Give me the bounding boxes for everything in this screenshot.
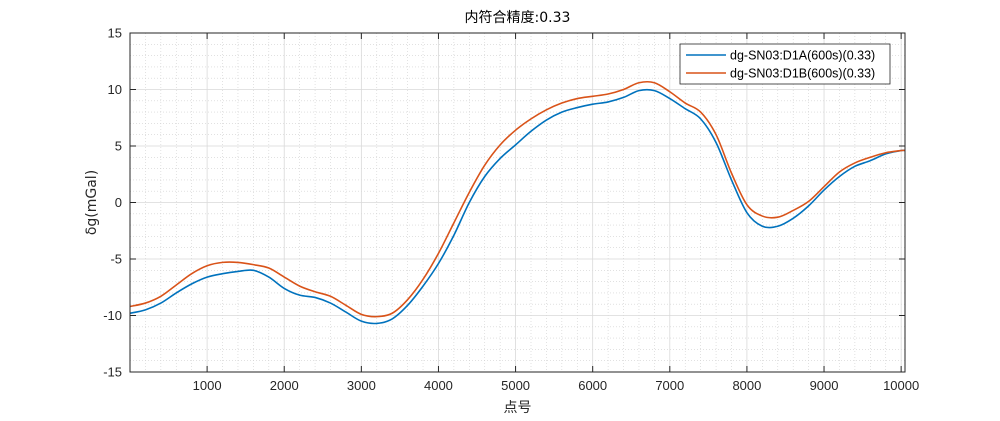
legend-label-d1a: dg-SN03:D1A(600s)(0.33) <box>730 49 875 63</box>
legend-box <box>679 43 891 85</box>
x-tick-label: 3000 <box>347 378 376 393</box>
series-line-d1b <box>129 80 906 318</box>
x-tick-label: 6000 <box>578 378 607 393</box>
x-axis-label: 点号 <box>504 400 532 416</box>
x-tick-label: 5000 <box>501 378 530 393</box>
y-tick-label: 5 <box>115 139 122 154</box>
series-line-d1a <box>129 88 906 325</box>
series-layer <box>129 80 906 325</box>
x-tick-label: 8000 <box>732 378 761 393</box>
chart-title: 内符合精度:0.33 <box>465 10 571 26</box>
legend: dg-SN03:D1A(600s)(0.33) dg-SN03:D1B(600s… <box>679 43 891 85</box>
x-tick-label: 10000 <box>883 378 919 393</box>
y-tick-label: -15 <box>103 365 122 380</box>
y-tick-label: 0 <box>115 195 122 210</box>
legend-label-d1b: dg-SN03:D1B(600s)(0.33) <box>730 67 875 81</box>
y-tick-label: -5 <box>110 252 122 267</box>
x-tick-label: 1000 <box>193 378 222 393</box>
y-tick-label: 10 <box>108 82 122 97</box>
x-tick-label: 7000 <box>655 378 684 393</box>
y-tick-label: -10 <box>103 308 122 323</box>
x-tick-labels: 1000 2000 3000 4000 5000 6000 7000 8000 9000 1000… <box>193 378 920 393</box>
x-tick-label: 4000 <box>424 378 453 393</box>
y-axis-label: δg(mGal) <box>84 170 100 235</box>
x-tick-label: 2000 <box>270 378 299 393</box>
axis-ticks <box>130 32 905 373</box>
y-tick-labels: -15 -10 -5 0 5 10 15 <box>103 26 122 380</box>
x-tick-label: 9000 <box>810 378 839 393</box>
y-tick-label: 15 <box>108 26 122 41</box>
